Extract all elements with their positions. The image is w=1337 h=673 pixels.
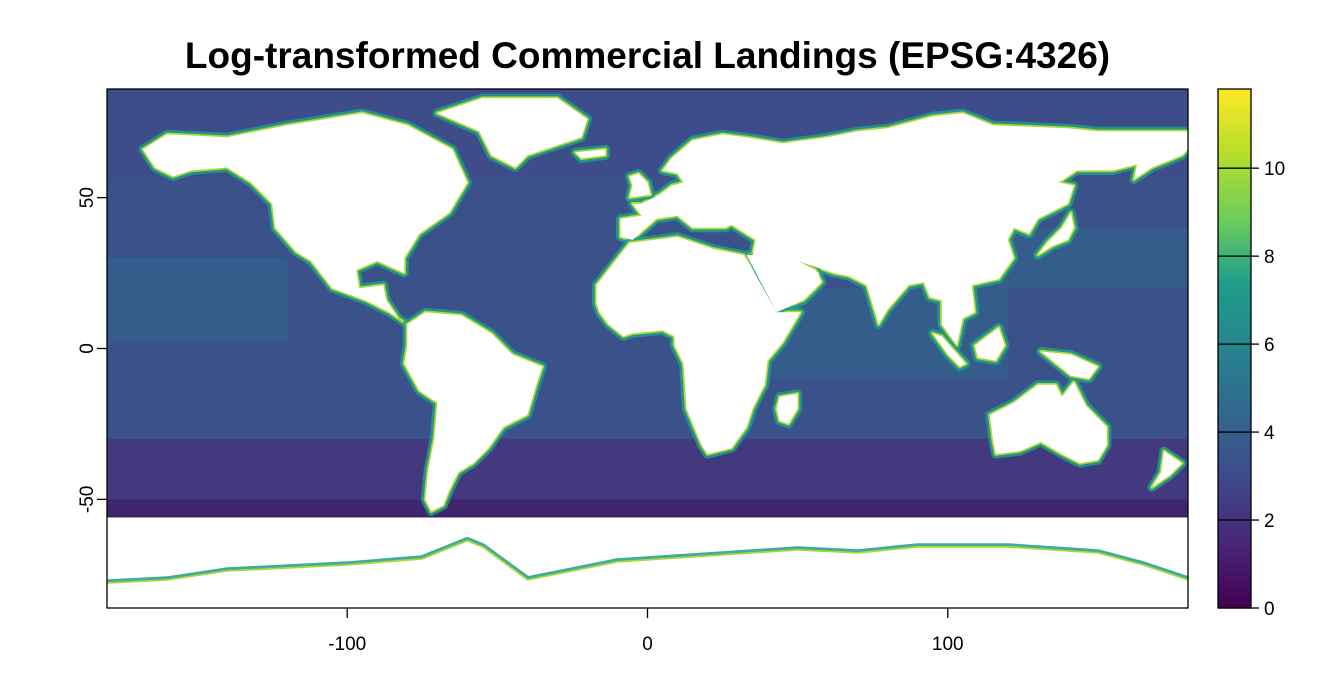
legend-tick-label: 0 [1264,599,1275,620]
ocean-band [107,257,288,343]
x-tick-label: 0 [642,634,653,655]
x-axis: -100 0 100 [328,608,964,655]
antarctica [107,541,1188,608]
x-tick-label: 100 [932,634,964,655]
arabia [752,251,822,310]
australia [989,381,1107,464]
north-america [143,113,468,325]
map-panel [106,88,1189,609]
y-tick-label: 50 [77,187,98,208]
legend-tick-label: 4 [1264,423,1275,444]
y-tick-label: 0 [77,343,98,354]
british-isles [629,173,651,198]
map-title: Log-transformed Commercial Landings (EPS… [184,35,1111,76]
greenland [437,98,588,168]
legend-tick-label: 8 [1264,247,1275,268]
landmasses [107,98,1188,608]
y-axis: -50 0 50 [77,187,107,513]
legend-ticks: 0 2 4 6 8 10 [1218,159,1285,620]
eurasia [620,113,1188,346]
iceland [575,149,606,159]
legend-tick-label: 2 [1264,511,1275,532]
new-guinea [1040,351,1098,379]
japan [1037,212,1074,255]
legend-color-bar [1217,88,1252,609]
new-zealand [1152,451,1182,488]
legend-tick-label: 10 [1264,159,1285,180]
x-tick-label: -100 [328,634,366,655]
south-america [404,312,543,512]
color-legend: 0 2 4 6 8 10 [1217,88,1285,620]
sumatra [932,333,966,367]
borneo [974,327,1005,361]
ocean-band [107,499,1188,518]
legend-tick-label: 6 [1264,335,1275,356]
y-tick-label: -50 [77,486,98,513]
africa [596,236,801,455]
madagascar [776,393,798,424]
